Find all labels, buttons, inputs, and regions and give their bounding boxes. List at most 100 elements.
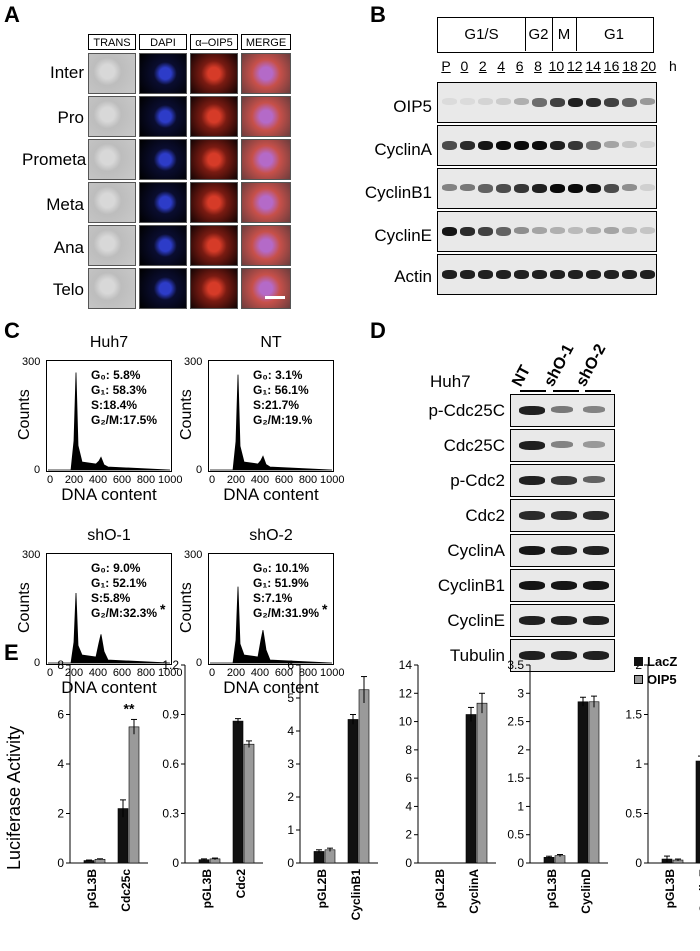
blot-label-cyclina: CyclinA: [374, 140, 432, 159]
band-oip5-6: [514, 98, 529, 105]
band-cdc25c-sho-2: [583, 441, 605, 448]
band-tubulin-sho-2: [583, 651, 609, 660]
phase-label-prometa: Prometa: [22, 150, 87, 169]
band-cdc2-nt: [519, 511, 545, 520]
blot-label-cyclinb1: CyclinB1: [364, 183, 432, 202]
y-tick-label: 2: [517, 743, 524, 757]
band-actin-4: [496, 270, 511, 279]
x-tick-1000: 1000: [158, 474, 183, 486]
band-cyclinb1-20: [640, 184, 655, 191]
band-cycline-10: [550, 227, 565, 234]
category-label-cyclinb1: CyclinB1: [349, 869, 363, 921]
micrograph-oip5-telo: [190, 268, 238, 309]
micrograph-oip5-inter: [190, 53, 238, 94]
band-actin-P: [442, 270, 457, 279]
phase-group-g1: G1: [603, 26, 624, 43]
category-label-pgl3b: pGL3B: [200, 869, 214, 909]
blot-strip-cycline: [510, 604, 615, 637]
band-p-cdc25c-nt: [519, 406, 545, 415]
band-cyclinb1-16: [604, 184, 619, 193]
significance-mark: *: [322, 601, 328, 617]
x-tick-600: 600: [112, 474, 132, 486]
y-tick-label: 0: [405, 856, 412, 870]
histogram-distribution: [48, 372, 171, 471]
y-tick-label: 14: [399, 658, 413, 672]
band-oip5-8: [532, 98, 547, 107]
y-tick-label: 1.2: [162, 658, 179, 672]
x-tick-0: 0: [208, 474, 216, 486]
micrograph-trans-telo: [88, 268, 136, 309]
y-tick-label: 0.6: [162, 757, 179, 771]
histogram-stats: G₀: 10.1% G₁: 51.9% S:7.1% G₂/M:31.9%: [253, 561, 319, 621]
band-oip5-4: [496, 98, 511, 105]
band-p-cdc25c-sho-2: [583, 406, 605, 413]
blot-label-cycline: CyclinE: [447, 611, 505, 630]
micrograph-merge-meta: [241, 182, 291, 223]
band-cyclinb1-0: [460, 184, 475, 191]
band-cycline-8: [532, 227, 547, 234]
micrograph-merge-pro: [241, 96, 291, 137]
timepoint-4: 4: [497, 58, 506, 74]
time-unit: h: [669, 58, 677, 74]
stat-s: S:5.8%: [91, 591, 131, 605]
micrograph-dapi-inter: [139, 53, 187, 94]
x-tick-1000: 1000: [158, 667, 183, 679]
histogram-frame: [208, 360, 334, 472]
band-oip5-0: [460, 98, 475, 105]
panel-label-a: A: [4, 2, 20, 27]
band-cyclinb1-sho-1: [551, 581, 577, 590]
band-actin-6: [514, 270, 529, 279]
blot-label-p-cdc2: p-Cdc2: [450, 471, 505, 490]
y-tick-label: 0.9: [162, 708, 179, 722]
x-tick-0: 0: [46, 667, 54, 679]
x-tick-400: 400: [250, 667, 270, 679]
stat-g2m: G₂/M:31.9%: [253, 606, 320, 620]
band-cyclinb1-12: [568, 184, 583, 193]
band-cyclina-8: [532, 141, 547, 150]
category-label-pgl3b: pGL3B: [85, 869, 99, 909]
band-cycline-2: [478, 227, 493, 236]
stat-g1: G₁: 51.9%: [253, 576, 309, 590]
band-cyclina-6: [514, 141, 529, 150]
band-cycline-0: [460, 227, 475, 236]
histogram-title: NT: [260, 334, 282, 351]
y-tick-label: 6: [57, 708, 64, 722]
band-tubulin-nt: [519, 651, 545, 660]
x-tick-800: 800: [298, 474, 318, 486]
band-cyclina-16: [604, 141, 619, 148]
micrograph-trans-pro: [88, 96, 136, 137]
y-tick-label: 0: [517, 856, 524, 870]
blot-strip-oip5: [437, 82, 657, 123]
y-tick-label: 3.5: [507, 658, 524, 672]
histogram-plot: [48, 372, 171, 471]
band-actin-0: [460, 270, 475, 279]
x-tick-400: 400: [88, 474, 108, 486]
category-label-cyclind: CyclinD: [579, 869, 593, 914]
histogram-title: shO-1: [87, 527, 131, 544]
legend-item-oip5: OIP5: [634, 672, 677, 687]
bar-lacz-cycline: [695, 760, 700, 864]
blot-label-p-cdc25c: p-Cdc25C: [428, 401, 505, 420]
y-tick-300: 300: [22, 356, 41, 368]
x-tick-1000: 1000: [320, 474, 345, 486]
micrograph-oip5-pro: [190, 96, 238, 137]
micrograph-merge-prometa: [241, 139, 291, 180]
blot-label-oip5: OIP5: [393, 97, 432, 116]
micrograph-oip5-meta: [190, 182, 238, 223]
bar-lacz-cyclinb1: [347, 719, 359, 864]
blot-strip-actin: [437, 254, 657, 295]
stat-g0: G₀: 3.1%: [253, 368, 303, 382]
histogram-stats: G₀: 9.0% G₁: 52.1% S:5.8% G₂/M:32.3%: [91, 561, 157, 621]
y-tick-label: 4: [57, 757, 64, 771]
bar-oip5-pgl2b: [324, 849, 336, 864]
x-tick-200: 200: [226, 474, 246, 486]
x-tick-600: 600: [274, 474, 294, 486]
micrograph-oip5-ana: [190, 225, 238, 266]
band-cyclina-4: [496, 141, 511, 150]
band-cycline-sho-2: [583, 616, 609, 625]
y-tick-label: 0: [57, 856, 64, 870]
category-label-pgl2b: pGL2B: [315, 869, 329, 909]
bar-oip5-cyclinb1: [358, 689, 370, 864]
y-tick-label: 0.5: [625, 807, 642, 821]
micrograph-trans-meta: [88, 182, 136, 223]
